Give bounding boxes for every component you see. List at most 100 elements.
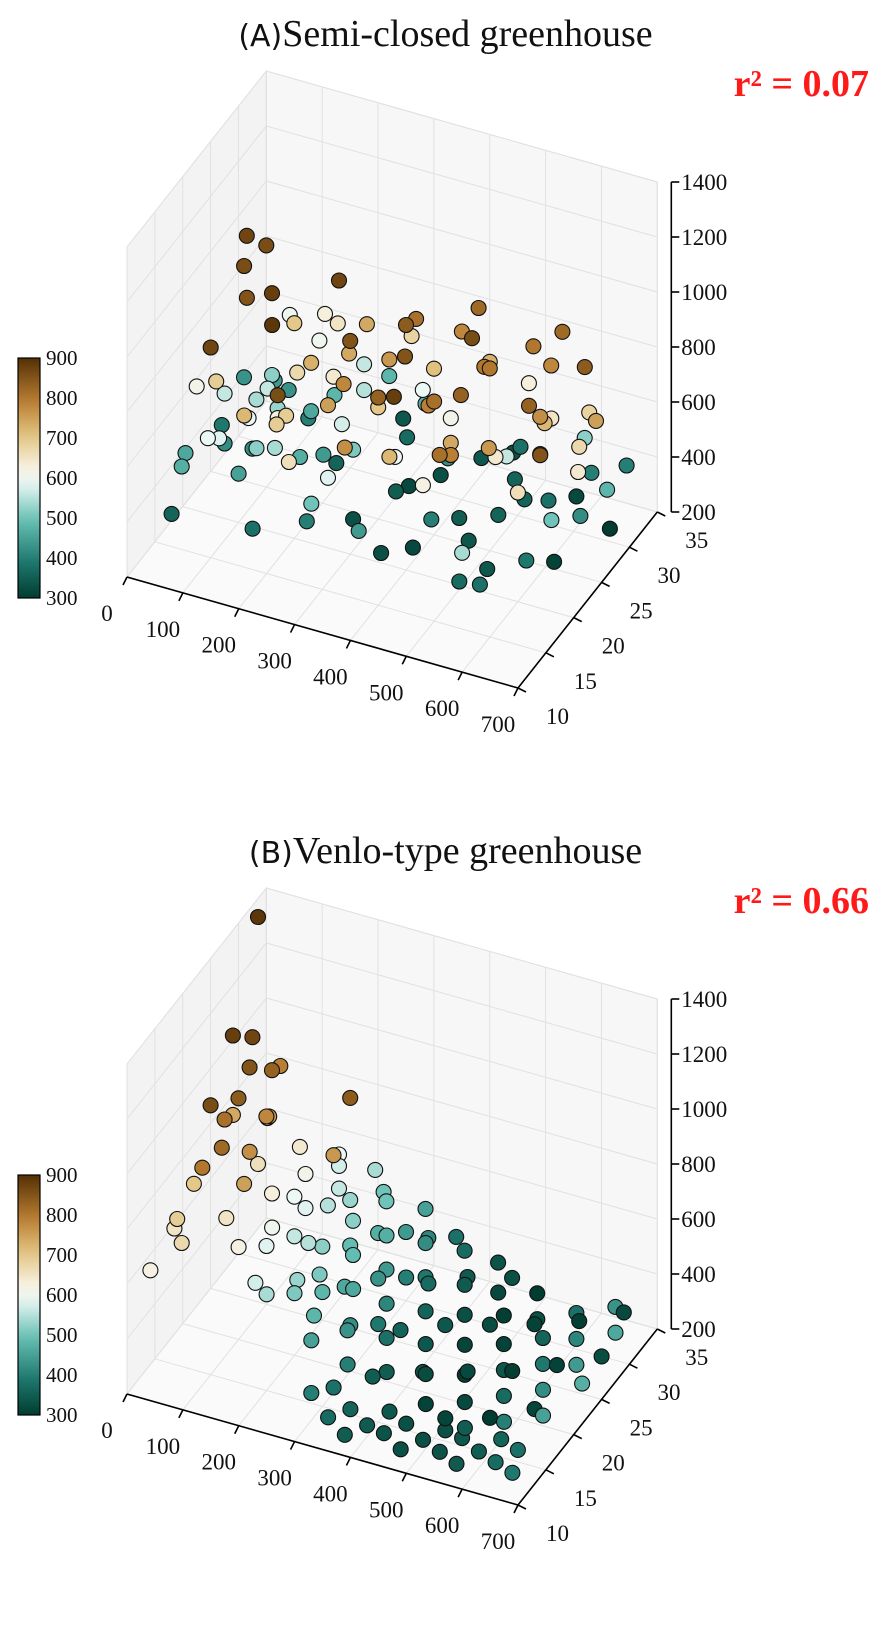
scatter-point xyxy=(495,1307,512,1324)
z-tick-label: 1400 xyxy=(681,170,727,195)
scatter-point xyxy=(370,1270,387,1287)
scatter-point xyxy=(185,1175,202,1192)
colorbar-gradient xyxy=(17,357,41,599)
y-tick xyxy=(629,1363,638,1369)
scatter-point xyxy=(481,360,498,377)
scatter-point xyxy=(194,1159,211,1176)
x-tick-label: 600 xyxy=(425,696,460,721)
scatter-point xyxy=(263,1185,281,1202)
y-tick-label: 20 xyxy=(602,1451,625,1476)
grid-z xyxy=(126,70,658,248)
scatter-point xyxy=(387,483,405,500)
scatter-point xyxy=(258,1237,275,1255)
scatter-point xyxy=(230,465,247,482)
scatter-point xyxy=(381,368,398,385)
x-tick xyxy=(178,1409,184,1419)
scatter-point xyxy=(456,1276,473,1293)
panel-a: 0 100 200 300 400 500 600 700 10 15 20 25 30 35 200 400… xyxy=(17,13,869,737)
y-tick xyxy=(573,1433,583,1440)
scatter-point xyxy=(298,513,315,530)
scatter-point xyxy=(169,1210,186,1228)
scatter-point xyxy=(213,1139,230,1156)
y-tick xyxy=(545,652,555,658)
x-axis-line xyxy=(126,576,519,689)
z-tick-label: 1200 xyxy=(681,1042,727,1067)
scatter-point xyxy=(314,1238,331,1255)
colorbar-tick-label: 900 xyxy=(46,1163,78,1187)
y-tick-label: 25 xyxy=(630,598,653,623)
z-tick-label: 800 xyxy=(681,335,716,360)
scatter-point xyxy=(543,512,560,529)
x-tick-label: 200 xyxy=(201,633,236,658)
grid-z xyxy=(126,887,658,1065)
scatter-point xyxy=(325,1379,342,1396)
x-tick xyxy=(457,1488,463,1498)
scatter-point xyxy=(258,1286,275,1303)
scatter-point xyxy=(264,1219,281,1236)
x-tick-label: 700 xyxy=(481,1529,516,1554)
scatter-point xyxy=(432,467,449,484)
scatter-point xyxy=(342,1089,359,1106)
grid-z xyxy=(126,125,658,303)
scatter-point xyxy=(300,1234,317,1252)
scatter-point xyxy=(568,488,585,505)
scatter-point xyxy=(289,364,306,381)
scatter-point xyxy=(423,511,440,528)
scatter-point xyxy=(532,408,549,425)
z-tick-label: 600 xyxy=(681,390,716,415)
y-tick-label: 10 xyxy=(546,1521,569,1546)
scatter-point xyxy=(336,439,353,456)
scatter-point xyxy=(431,446,448,463)
y-tick xyxy=(545,1469,555,1475)
scatter-point xyxy=(417,1336,434,1353)
scatter-point xyxy=(425,360,443,377)
scatter-point xyxy=(397,316,415,334)
scatter-point xyxy=(315,446,332,463)
scatter-point xyxy=(238,289,255,306)
scatter-point xyxy=(339,1356,356,1373)
scatter-point xyxy=(576,359,593,376)
scatter-point xyxy=(249,908,267,926)
scatter-point xyxy=(568,1356,585,1373)
scatter-point xyxy=(392,1322,409,1339)
scatter-point xyxy=(568,1330,585,1347)
x-tick xyxy=(345,640,352,649)
y-tick-label: 30 xyxy=(657,563,680,588)
z-tick-label: 200 xyxy=(681,1317,716,1342)
scatter-point xyxy=(378,1227,395,1244)
colorbar-tick-label: 800 xyxy=(46,386,78,410)
scatter-point xyxy=(479,560,496,578)
grid-z xyxy=(126,180,658,358)
scatter-point xyxy=(224,1027,241,1044)
scatter-point xyxy=(316,305,334,322)
x-tick xyxy=(513,687,519,697)
y-tick xyxy=(629,546,638,552)
grid-z xyxy=(126,942,658,1120)
scatter-point xyxy=(481,1409,499,1426)
panes-p1 xyxy=(126,886,659,1506)
scatter-point xyxy=(263,1062,281,1079)
scatter-point xyxy=(356,356,373,373)
colorbar-tick-label: 300 xyxy=(46,586,78,610)
x-tick-label: 400 xyxy=(313,1481,348,1506)
scatter-point xyxy=(570,463,587,481)
scatter-point xyxy=(451,573,468,590)
scatter-point xyxy=(370,1316,387,1333)
scatter-point xyxy=(247,1274,264,1291)
scatter-point xyxy=(378,1295,395,1312)
scatter-point xyxy=(495,1413,513,1430)
y-tick-label: 25 xyxy=(630,1415,653,1440)
scatter-point xyxy=(319,397,337,414)
scatter-points-p0 xyxy=(163,227,635,593)
scatter-point xyxy=(495,1336,512,1353)
scatter-point xyxy=(381,448,398,465)
scatter-point xyxy=(216,385,233,402)
scatter-point xyxy=(333,416,350,433)
x-tick-label: 500 xyxy=(369,680,404,705)
x-tick-label: 0 xyxy=(101,601,113,626)
x-tick-label: 600 xyxy=(425,1513,460,1538)
colorbar-tick-label: 500 xyxy=(46,506,78,530)
panes-p0 xyxy=(126,69,659,689)
colorbar-p1: 300 400 500 600 700 800 900 xyxy=(17,1163,78,1427)
